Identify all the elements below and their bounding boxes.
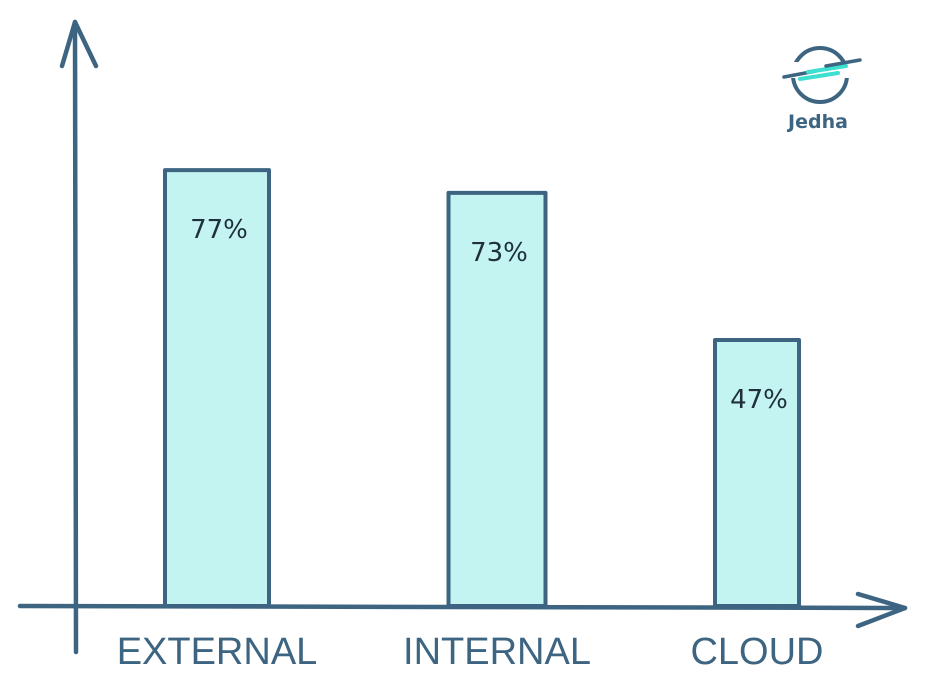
x-axis-arrowhead	[855, 591, 908, 629]
labels-layer: 77% EXTERNAL 73% INTERNAL 47% CLOUD	[117, 215, 824, 673]
bars-layer	[163, 168, 801, 608]
jedha-logo: Jedha	[776, 46, 862, 133]
y-axis-arrowhead	[59, 19, 99, 69]
axes	[17, 19, 908, 655]
category-label: INTERNAL	[403, 631, 591, 673]
bar-internal	[446, 190, 548, 608]
category-label: EXTERNAL	[117, 631, 318, 673]
data-label: 73%	[470, 238, 528, 268]
logo-text: Jedha	[786, 111, 848, 133]
data-label: 47%	[730, 385, 788, 415]
bar-cloud	[713, 337, 801, 608]
data-label: 77%	[190, 215, 248, 245]
bar-external	[163, 168, 271, 608]
y-axis	[72, 19, 79, 655]
category-label: CLOUD	[690, 631, 823, 673]
x-axis	[17, 603, 908, 611]
